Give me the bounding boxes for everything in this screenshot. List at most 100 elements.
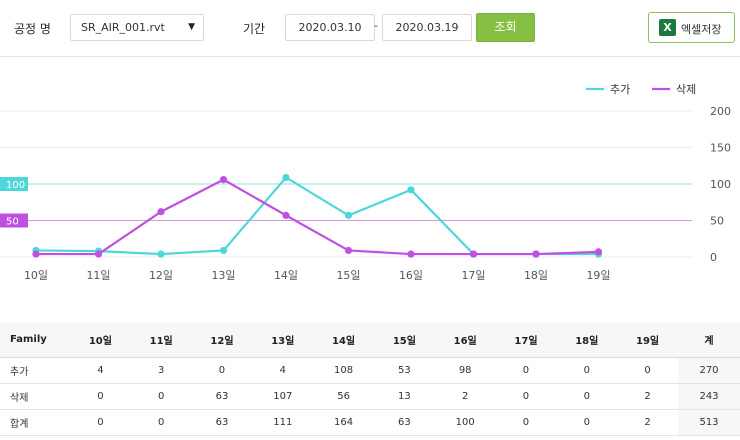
date-separator: - (374, 19, 378, 32)
day-header: 19일 (617, 322, 678, 358)
value-cell: 0 (495, 383, 557, 410)
x-tick-label: 15일 (336, 268, 360, 282)
value-cell: 3 (130, 357, 192, 384)
value-cell: 0 (556, 383, 618, 410)
process-label: 공정 명 (14, 22, 51, 36)
y-tick-label: 50 (710, 215, 724, 228)
period-label: 기간 (243, 22, 266, 36)
date-to-input[interactable]: 2020.03.19 (382, 14, 472, 41)
x-tick-label: 12일 (149, 268, 173, 282)
value-cell: 0 (70, 409, 131, 436)
table-header-row: Family 10일 11일 12일 13일 14일 15일 16일 17일 18일 19일 계 (0, 322, 740, 358)
legend-label: 삭제 (676, 83, 696, 96)
day-header: 17일 (495, 322, 557, 358)
data-point (282, 211, 290, 219)
x-tick-label: 18일 (524, 268, 548, 282)
reference-badge (0, 177, 28, 191)
family-cell: 합계 (0, 409, 70, 436)
value-cell: 164 (313, 409, 374, 436)
x-tick-label: 10일 (24, 268, 48, 282)
table-row: 추가 4 3 0 4 108 53 98 0 0 0 270 (0, 357, 740, 384)
x-tick-label: 11일 (86, 268, 110, 282)
total-header: 계 (678, 322, 740, 358)
family-header: Family (0, 322, 70, 358)
y-tick-label: 100 (710, 178, 731, 191)
value-cell: 2 (617, 383, 678, 410)
table-body: 추가 4 3 0 4 108 53 98 0 0 0 270 삭제 0 0 63 107 56 13 2 0 0 2 243 합… (0, 357, 740, 436)
data-point (594, 248, 603, 256)
value-cell: 4 (252, 357, 314, 384)
data-point (32, 250, 40, 258)
series-line (36, 178, 599, 256)
legend-label: 추가 (610, 83, 630, 96)
value-cell: 4 (70, 357, 131, 384)
data-point (344, 211, 353, 219)
chevron-down-icon: ▼ (188, 22, 195, 32)
family-cell: 추가 (0, 357, 70, 384)
process-select[interactable]: SR_AIR_001.rvt ▼ (70, 14, 204, 41)
data-point (532, 250, 540, 258)
search-button[interactable]: 조회 (476, 13, 535, 42)
family-cell: 삭제 (0, 383, 70, 410)
value-cell: 0 (617, 357, 678, 384)
value-cell: 56 (313, 383, 374, 410)
data-point (407, 250, 415, 258)
excel-save-label: 엑셀저장 (681, 23, 722, 36)
value-cell: 0 (70, 383, 131, 410)
value-cell: 2 (617, 409, 678, 436)
day-header: 13일 (252, 322, 314, 358)
day-header: 14일 (313, 322, 374, 358)
value-cell: 63 (373, 409, 435, 436)
x-tick-label: 17일 (461, 268, 485, 282)
data-point (219, 176, 228, 184)
y-tick-label: 0 (710, 251, 717, 264)
data-table: Family 10일 11일 12일 13일 14일 15일 16일 17일 18일 19일 계 추가… (0, 322, 740, 436)
data-point (94, 250, 103, 258)
day-header: 12일 (191, 322, 253, 358)
value-cell: 2 (434, 383, 496, 410)
value-cell: 0 (130, 383, 192, 410)
value-cell: 100 (434, 409, 496, 436)
value-cell: 0 (130, 409, 192, 436)
value-cell: 107 (252, 383, 314, 410)
total-cell: 270 (678, 357, 740, 384)
value-cell: 0 (495, 409, 557, 436)
y-tick-label: 150 (710, 142, 731, 155)
toolbar-divider (0, 56, 740, 57)
total-cell: 513 (678, 409, 740, 436)
day-header: 11일 (130, 322, 192, 358)
reference-badge-label: 50 (6, 217, 19, 228)
day-header: 18일 (556, 322, 618, 358)
value-cell: 63 (191, 383, 253, 410)
data-point (469, 250, 478, 258)
reference-badge-label: 100 (6, 180, 25, 191)
x-tick-label: 13일 (211, 268, 235, 282)
line-chart: 0 50 100 150 200 100 50 10일 11일 12일 13일 14일 15일 16일 17… (0, 83, 731, 282)
value-cell: 108 (313, 357, 374, 384)
table-row: 합계 0 0 63 111 164 63 100 0 0 2 513 (0, 409, 740, 436)
data-point (157, 208, 165, 216)
value-cell: 0 (556, 409, 618, 436)
value-cell: 98 (434, 357, 496, 384)
value-cell: 111 (252, 409, 314, 436)
value-cell: 13 (373, 383, 435, 410)
day-header: 16일 (434, 322, 496, 358)
reference-badge (0, 213, 28, 228)
x-tick-label: 16일 (399, 268, 423, 282)
data-point (219, 246, 228, 255)
data-point (157, 250, 165, 258)
date-from-input[interactable]: 2020.03.10 (285, 14, 375, 41)
data-point (407, 186, 415, 194)
excel-save-button[interactable]: X 엑셀저장 (648, 12, 735, 43)
data-point (344, 246, 353, 255)
value-cell: 53 (373, 357, 435, 384)
value-cell: 0 (191, 357, 253, 384)
day-header: 15일 (373, 322, 435, 358)
toolbar: 공정 명 SR_AIR_001.rvt ▼ 기간 2020.03.10 - 20… (0, 0, 740, 56)
value-cell: 0 (495, 357, 557, 384)
series-line (35, 176, 599, 256)
value-cell: 0 (556, 357, 618, 384)
excel-icon: X (659, 19, 676, 36)
x-tick-label: 19일 (586, 268, 610, 282)
day-header: 10일 (70, 322, 131, 358)
